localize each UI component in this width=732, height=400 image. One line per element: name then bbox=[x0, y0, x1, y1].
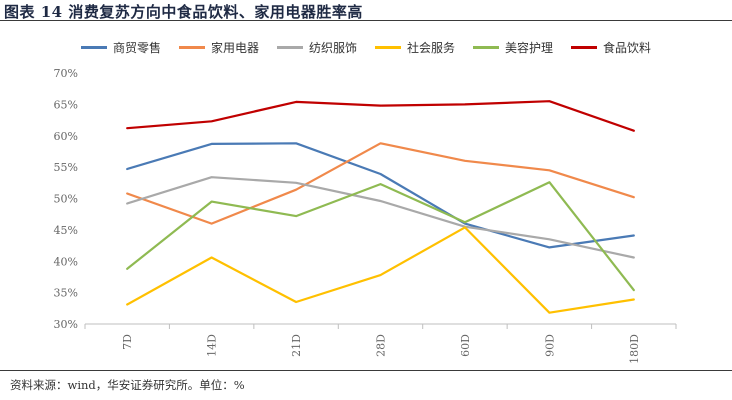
y-tick-label: 60% bbox=[54, 130, 78, 143]
legend-item: 美容护理 bbox=[473, 39, 553, 56]
x-tick-label: 7D bbox=[121, 334, 134, 350]
legend-item: 食品饮料 bbox=[571, 39, 651, 56]
legend-item: 纺织服饰 bbox=[276, 39, 357, 56]
legend-label: 纺织服饰 bbox=[308, 40, 357, 55]
legend-swatch bbox=[276, 45, 303, 49]
title-rule bbox=[0, 20, 732, 21]
x-tick-label: 60D bbox=[459, 334, 472, 357]
legend-label: 食品饮料 bbox=[603, 40, 652, 55]
series-line bbox=[126, 100, 635, 132]
legend-swatch bbox=[80, 45, 107, 49]
legend-label: 社会服务 bbox=[407, 40, 456, 55]
y-tick-label: 30% bbox=[54, 318, 78, 331]
x-tick-label: 180D bbox=[628, 334, 641, 364]
legend-item: 社会服务 bbox=[375, 39, 455, 56]
series-line bbox=[126, 176, 635, 259]
chart-legend: 商贸零售 家用电器 纺织服饰 社会服务 美容护理 食品饮料 bbox=[0, 38, 732, 56]
legend-swatch bbox=[473, 45, 500, 49]
legend-swatch bbox=[375, 45, 401, 49]
legend-item: 商贸零售 bbox=[80, 39, 161, 56]
x-tick-label: 21D bbox=[290, 334, 303, 357]
y-tick-label: 55% bbox=[54, 161, 78, 174]
legend-label: 家用电器 bbox=[210, 40, 259, 55]
y-tick-label: 70% bbox=[54, 67, 78, 80]
series-line bbox=[126, 226, 635, 314]
line-chart: 30% 35% 40% 45% 50% 55% 60% 65% 70% 7D 14D 21D 28D 60… bbox=[54, 67, 677, 364]
series-line bbox=[126, 181, 635, 292]
y-tick-label: 35% bbox=[54, 287, 78, 300]
y-tick-label: 40% bbox=[54, 255, 78, 268]
legend-label: 商贸零售 bbox=[112, 40, 161, 55]
x-tick-label: 14D bbox=[206, 334, 219, 357]
source-note: 资料来源：wind，华安证券研究所。单位：% bbox=[10, 378, 245, 392]
legend-label: 美容护理 bbox=[505, 40, 554, 55]
series-line bbox=[126, 142, 635, 225]
y-tick-label: 50% bbox=[54, 193, 78, 206]
x-tick-label: 28D bbox=[375, 334, 388, 357]
legend-swatch bbox=[571, 45, 598, 49]
legend-item: 家用电器 bbox=[178, 39, 259, 56]
y-tick-label: 45% bbox=[54, 224, 78, 237]
legend-swatch bbox=[178, 45, 205, 49]
series-line bbox=[126, 142, 635, 249]
figure-title: 图表 14 消费复苏方向中食品饮料、家用电器胜率高 bbox=[4, 3, 363, 21]
source-rule bbox=[0, 370, 732, 371]
y-tick-label: 65% bbox=[54, 98, 78, 111]
x-tick-label: 90D bbox=[543, 334, 556, 357]
